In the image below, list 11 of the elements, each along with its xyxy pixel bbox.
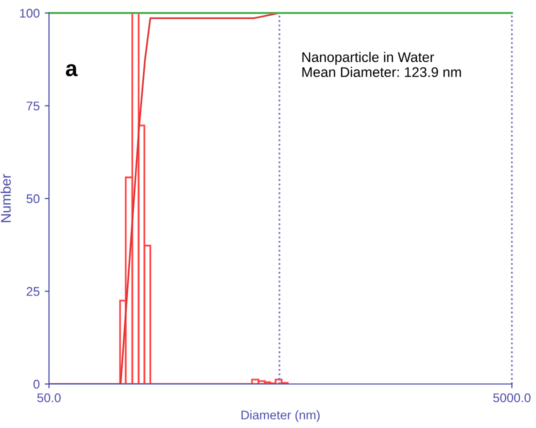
y-tick-label: 75 [26,102,40,110]
y-axis-title: Number [0,174,11,222]
y-tick-label: 100 [20,8,40,18]
x-tick-label: 5000.0 [493,393,531,402]
x-axis-title: Diameter (nm) [242,410,320,422]
y-tick-label: 25 [26,287,40,296]
annotation: Nanoparticle in Water Mean Diameter: 123.9 nm [302,52,461,78]
y-tick-label: 50 [26,194,40,204]
y-tick-label: 0 [34,380,40,389]
x-tick-label: 50.0 [37,393,61,402]
annotation: a [66,64,78,76]
